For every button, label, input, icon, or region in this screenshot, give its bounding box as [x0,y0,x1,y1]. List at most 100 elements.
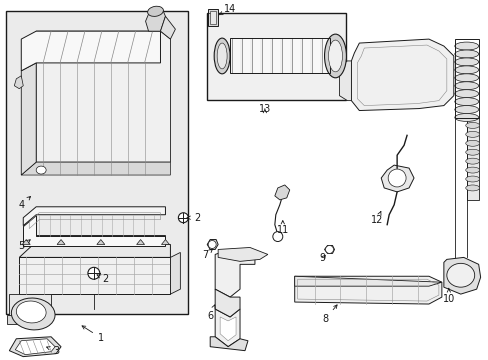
Polygon shape [324,246,334,253]
Polygon shape [294,276,441,286]
Ellipse shape [446,264,474,287]
Polygon shape [301,38,309,73]
Text: 4: 4 [18,197,30,210]
Polygon shape [443,257,480,294]
Bar [207,13,346,100]
Ellipse shape [465,185,479,191]
Polygon shape [14,76,23,89]
Polygon shape [291,38,299,73]
Text: 8: 8 [322,305,336,324]
Polygon shape [22,239,30,244]
Text: 9: 9 [319,253,325,264]
Ellipse shape [454,74,478,82]
Polygon shape [161,239,169,244]
Polygon shape [160,16,175,39]
Ellipse shape [217,43,226,69]
Polygon shape [311,38,319,73]
Polygon shape [281,38,289,73]
Ellipse shape [324,34,346,78]
Polygon shape [351,39,453,111]
Polygon shape [232,38,240,73]
Polygon shape [381,165,413,192]
Ellipse shape [465,131,479,137]
Text: 10: 10 [442,288,454,304]
Text: 3: 3 [46,346,59,356]
Polygon shape [9,337,61,357]
Ellipse shape [465,149,479,155]
Ellipse shape [454,98,478,105]
Polygon shape [23,207,165,226]
Ellipse shape [208,240,216,248]
Polygon shape [36,31,170,162]
Polygon shape [145,9,165,31]
Ellipse shape [454,66,478,74]
Polygon shape [23,235,165,247]
Ellipse shape [328,40,342,72]
Polygon shape [23,215,165,247]
Ellipse shape [465,176,479,182]
Polygon shape [9,294,51,317]
Polygon shape [274,185,289,200]
Polygon shape [466,118,478,200]
Polygon shape [220,317,236,341]
Ellipse shape [454,58,478,66]
Ellipse shape [454,113,478,121]
Text: 12: 12 [370,212,383,225]
Ellipse shape [272,231,282,242]
Polygon shape [242,38,249,73]
Ellipse shape [88,267,100,279]
Polygon shape [215,289,240,317]
Polygon shape [210,337,247,351]
Ellipse shape [454,82,478,90]
Text: 6: 6 [207,305,215,321]
Ellipse shape [16,301,46,323]
Ellipse shape [465,140,479,146]
Polygon shape [339,61,351,100]
Ellipse shape [454,105,478,113]
Polygon shape [57,239,65,244]
Polygon shape [321,38,329,73]
Polygon shape [271,38,279,73]
Polygon shape [208,9,218,26]
Ellipse shape [11,298,55,330]
Ellipse shape [465,167,479,173]
Ellipse shape [178,213,188,223]
Text: 14: 14 [218,4,236,15]
Polygon shape [251,38,260,73]
Polygon shape [19,244,170,257]
Polygon shape [218,247,267,261]
Text: 1: 1 [82,326,103,343]
Polygon shape [207,239,218,249]
Bar [6,11,188,314]
Text: 13: 13 [258,104,270,113]
Ellipse shape [36,166,46,174]
Text: 2: 2 [187,213,200,223]
Ellipse shape [147,6,163,17]
Ellipse shape [325,246,333,253]
Text: 7: 7 [202,249,212,260]
Polygon shape [21,31,160,71]
Ellipse shape [454,90,478,98]
Polygon shape [215,249,254,297]
Text: 2: 2 [97,274,109,284]
Text: 5: 5 [18,240,30,252]
Ellipse shape [465,122,479,129]
Polygon shape [294,276,441,304]
Polygon shape [215,309,240,347]
Polygon shape [136,239,144,244]
Ellipse shape [454,50,478,58]
Polygon shape [19,257,170,294]
Ellipse shape [214,38,230,74]
Polygon shape [97,239,104,244]
Polygon shape [21,63,36,175]
Polygon shape [170,252,180,294]
Polygon shape [262,38,269,73]
Polygon shape [7,315,49,324]
Polygon shape [210,11,216,24]
Polygon shape [21,162,170,175]
Ellipse shape [387,169,405,187]
Polygon shape [15,339,55,355]
Ellipse shape [454,42,478,50]
Ellipse shape [465,158,479,164]
Text: 11: 11 [276,221,288,235]
